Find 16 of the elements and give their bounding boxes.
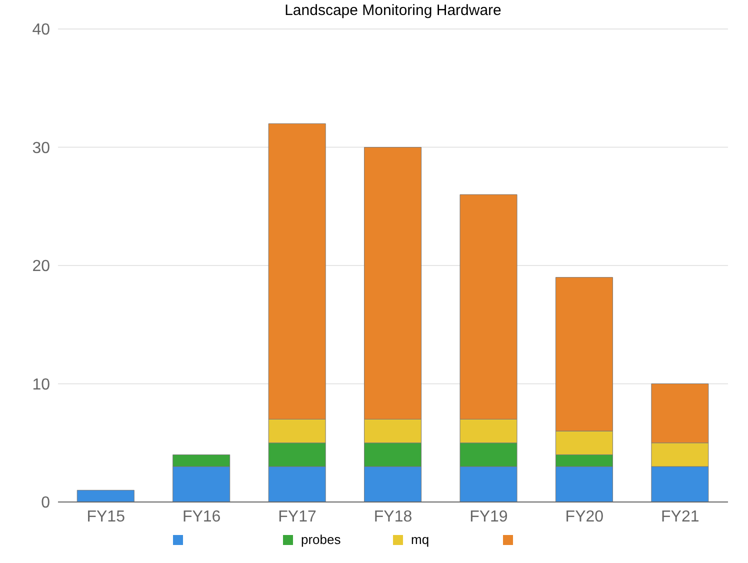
legend-label: probes: [301, 532, 341, 547]
x-tick-label: FY16: [182, 508, 221, 526]
y-tick-label: 40: [32, 22, 50, 39]
x-tick-label: FY19: [470, 508, 508, 526]
y-tick-label: 0: [41, 494, 50, 512]
y-tick-label: 20: [32, 258, 50, 276]
x-tick-label: FY17: [278, 508, 317, 526]
y-tick-label: 10: [32, 376, 50, 394]
x-tick-label: FY18: [374, 508, 412, 526]
legend-label: mq: [411, 532, 430, 547]
x-tick-label: FY21: [661, 508, 700, 526]
x-tick-label: FY15: [86, 508, 126, 526]
y-tick-label: 30: [32, 140, 50, 157]
bar: [76, 490, 134, 502]
x-tick-label: FY20: [565, 508, 604, 526]
chart-title: Landscape Monitoring Hardware: [284, 2, 502, 19]
